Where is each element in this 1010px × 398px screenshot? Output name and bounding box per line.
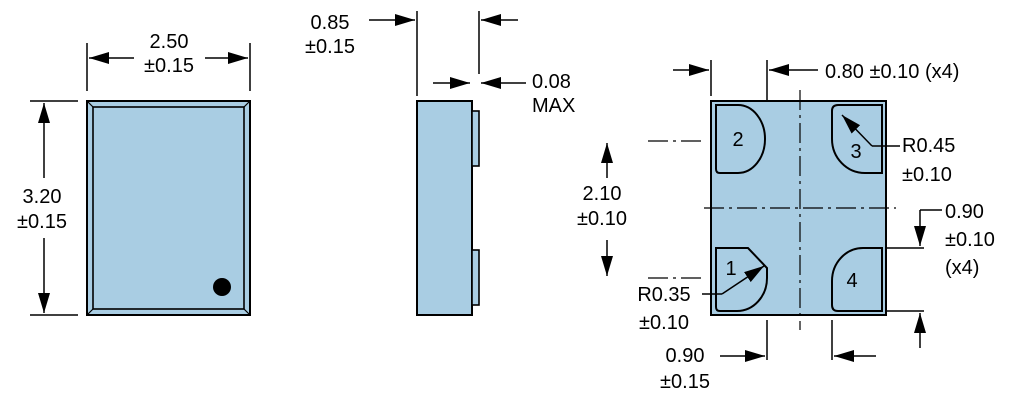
- top-view-height-value: 3.20: [23, 186, 62, 208]
- radius-small-value: R0.35: [637, 284, 690, 306]
- side-view-pad-top: [471, 110, 480, 167]
- pad-height-count: (x4): [945, 257, 979, 279]
- pad-4: [831, 247, 883, 312]
- pin-label-4: 4: [846, 270, 857, 292]
- side-view-thickness-dimension: [369, 11, 518, 96]
- radius-small-tolerance: ±0.10: [639, 312, 689, 334]
- top-view: 2.50 ±0.15 3.20 ±0.15: [17, 31, 251, 316]
- radius-large-tolerance: ±0.10: [902, 164, 952, 186]
- radius-large-leader: [841, 114, 900, 147]
- pin-label-1: 1: [725, 258, 736, 280]
- pad-height-tolerance: ±0.10: [945, 229, 995, 251]
- top-view-height-tolerance: ±0.15: [17, 211, 67, 233]
- top-view-width-dimension: [86, 43, 251, 91]
- side-view-pad-value: 0.08: [532, 71, 571, 93]
- pad-height-value: 0.90: [945, 201, 984, 223]
- side-view-body: [416, 100, 473, 316]
- pitch-value: 2.10: [583, 183, 622, 205]
- pitch-tolerance: ±0.10: [577, 208, 627, 230]
- side-view: 0.85 ±0.15 0.08 MAX: [305, 11, 575, 316]
- top-view-width-tolerance: ±0.15: [144, 55, 194, 77]
- pad-height-dimension: [886, 209, 942, 348]
- top-view-bevel-corners: [86, 100, 251, 316]
- bottom-gap-dimension: [720, 320, 876, 362]
- bottom-gap-value: 0.90: [666, 345, 705, 367]
- bottom-view: 2 3 1 4 0.80 ±0.10 (x4) 2.10 ±0.10 R0.45…: [577, 60, 995, 393]
- top-view-width-value: 2.50: [150, 31, 189, 53]
- side-view-pad-bottom: [471, 249, 480, 306]
- side-view-pad-max: MAX: [532, 95, 575, 117]
- bottom-gap-tolerance: ±0.15: [660, 371, 710, 393]
- top-view-height-dimension: [30, 100, 78, 316]
- radius-large-value: R0.45: [902, 135, 955, 157]
- side-view-thickness-tolerance: ±0.15: [305, 36, 355, 58]
- side-view-thickness-value: 0.85: [311, 12, 350, 34]
- pin-label-2: 2: [732, 129, 743, 151]
- pad-width-label: 0.80 ±0.10 (x4): [825, 61, 959, 83]
- pad-1: [715, 247, 768, 312]
- radius-small-leader: [702, 265, 765, 295]
- pin1-marker-dot: [213, 278, 231, 296]
- bottom-view-centerlines: [648, 90, 896, 330]
- pad-width-dimension: [673, 60, 818, 100]
- pad-2: [715, 104, 766, 174]
- top-view-bevel: [92, 106, 245, 310]
- pin-label-3: 3: [850, 141, 861, 163]
